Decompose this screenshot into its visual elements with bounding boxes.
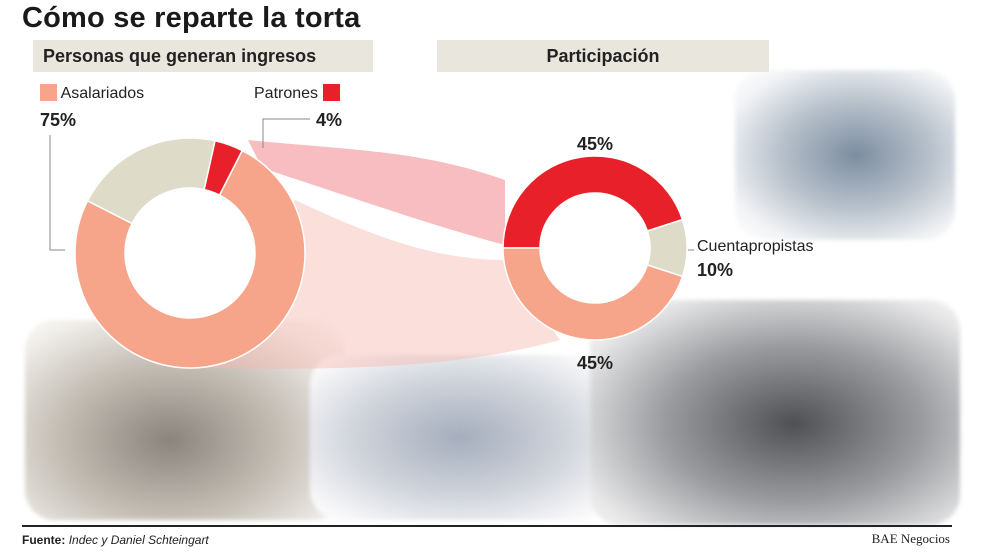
legend-asalariados: Asalariados (40, 84, 144, 103)
asalariados-leader-line (49, 135, 65, 251)
left-chart-header: Personas que generan ingresos (33, 40, 373, 72)
patrones-label: Patrones (254, 85, 319, 102)
asalariados-swatch (40, 84, 57, 101)
patrones-value: 4% (316, 110, 343, 130)
asalariados-value: 75% (40, 110, 77, 130)
source-label: Fuente: (22, 533, 66, 547)
source-text: Indec y Daniel Schteingart (68, 533, 209, 547)
legend-patrones: Patrones (254, 84, 340, 103)
donut-hole (125, 188, 255, 318)
asalariados-label: Asalariados (60, 85, 145, 102)
right-chart-header: Participación (437, 40, 769, 72)
page-title: Cómo se reparte la torta (22, 2, 361, 34)
donut-hole (540, 193, 650, 303)
businessmen-photo (310, 355, 610, 520)
office-meeting-photo (735, 70, 955, 240)
patrones-leader-line (262, 118, 310, 148)
patrones-swatch (322, 84, 340, 101)
cuentapropistas-label: Cuentapropistas (697, 238, 814, 255)
factory-photo (590, 300, 960, 525)
cuentapropistas-value: 10% (697, 260, 734, 280)
footer-divider (22, 525, 952, 527)
right-top-value: 45% (577, 134, 614, 154)
right-bottom-value: 45% (577, 353, 614, 373)
brand-credit: BAE Negocios (871, 531, 950, 546)
connector-band-patrones (248, 140, 505, 245)
source-note: Fuente: Indec y Daniel Schteingart (22, 533, 209, 547)
